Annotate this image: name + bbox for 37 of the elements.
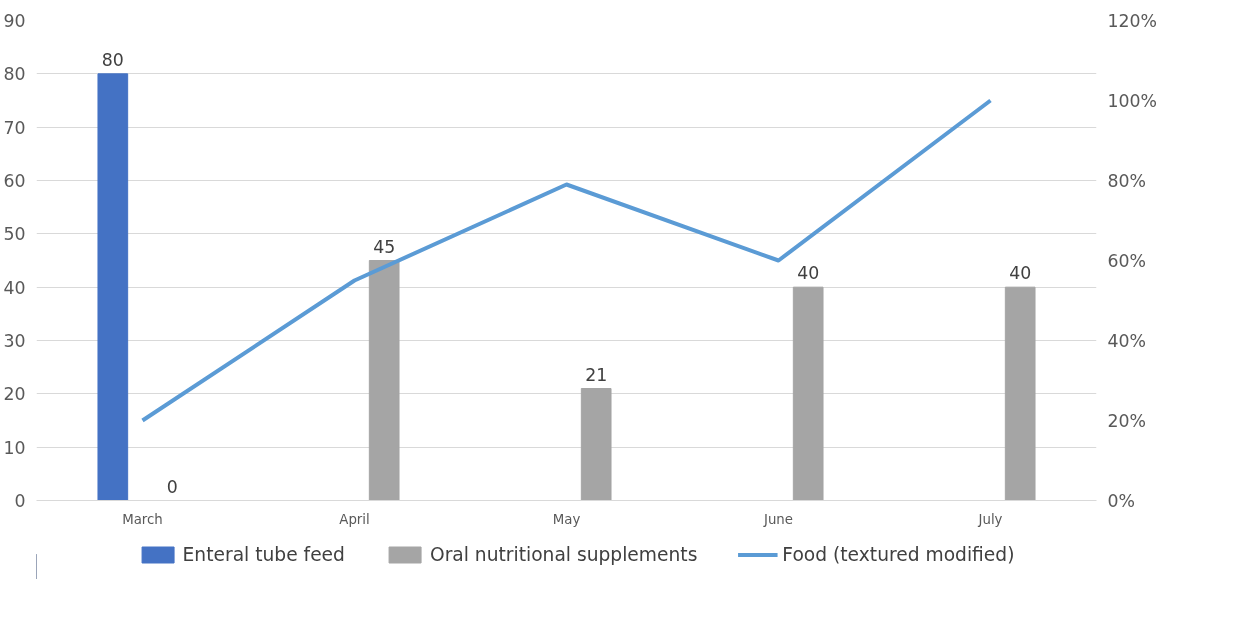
y-tick-label: 60	[3, 171, 26, 191]
x-tick-label: July	[977, 511, 1003, 527]
y-tick-label: 0	[14, 491, 26, 511]
y-tick-label: 30	[3, 331, 26, 351]
data-label: 80	[101, 49, 124, 70]
data-label: 40	[797, 263, 820, 284]
bar	[580, 388, 612, 501]
legend-label: Enteral tube feed	[182, 543, 345, 565]
y2-tick-label: 60%	[1107, 250, 1147, 271]
bar	[1004, 286, 1036, 501]
y-tick-label: 70	[3, 117, 26, 138]
data-label: 40	[1009, 263, 1032, 284]
y-tick-label: 40	[3, 277, 26, 298]
bar	[368, 260, 400, 501]
x-tick-label: May	[552, 511, 581, 527]
y-tick-label: 10	[3, 437, 26, 458]
y2-tick-label: 40%	[1107, 330, 1147, 351]
y-tick-label: 80	[3, 64, 26, 85]
y2-tick-label: 100%	[1107, 90, 1158, 111]
y-tick-label: 50	[3, 224, 26, 245]
legend-label: Food (textured modified)	[782, 543, 1015, 565]
y-tick-label: 90	[3, 11, 26, 31]
data-label: 0	[166, 476, 178, 497]
bar	[97, 73, 129, 501]
legend-label: Oral nutritional supplements	[429, 543, 698, 565]
y2-tick-label: 120%	[1107, 10, 1158, 31]
data-label: 45	[373, 236, 396, 257]
data-label: 21	[585, 364, 608, 385]
x-tick-label: June	[762, 511, 794, 527]
bar	[792, 286, 824, 501]
y2-tick-label: 20%	[1107, 410, 1147, 431]
y2-tick-label: 0%	[1107, 490, 1135, 511]
x-tick-label: March	[122, 511, 163, 527]
x-tick-label: April	[339, 511, 370, 527]
y2-tick-label: 80%	[1107, 170, 1147, 191]
line-series	[140, 98, 993, 423]
y-tick-label: 20	[3, 384, 26, 405]
